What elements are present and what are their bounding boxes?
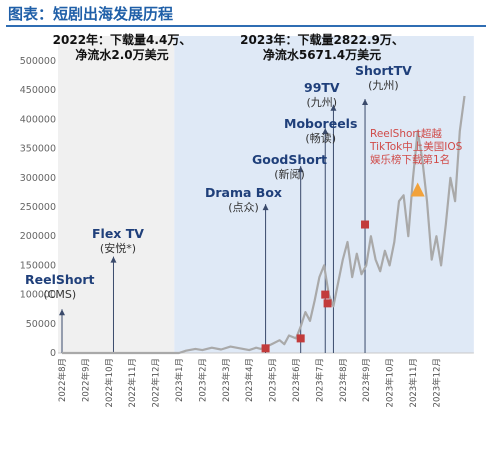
event-marker-square bbox=[261, 344, 270, 353]
y-tick-label: 350000 bbox=[20, 144, 56, 155]
stat-2023-line2: 净流水5671.4万美元 bbox=[262, 48, 382, 62]
y-tick-label: 500000 bbox=[20, 56, 56, 67]
annotation-arrow-head bbox=[297, 166, 304, 173]
title-divider bbox=[6, 25, 486, 27]
stat-2022-line2: 净流水2.0万美元 bbox=[75, 48, 169, 62]
y-tick-label: 450000 bbox=[20, 85, 56, 96]
page-title: 图表：短剧出海发展历程 bbox=[8, 5, 174, 23]
y-tick-label: 150000 bbox=[20, 260, 56, 271]
event-marker-square bbox=[296, 334, 305, 343]
downloads-series-line bbox=[62, 95, 466, 355]
annotation-dramabox-name: Drama Box bbox=[205, 185, 282, 200]
annotation-99tv-sub: (九州) bbox=[306, 96, 338, 109]
annotation-goodshort-name: GoodShort bbox=[252, 152, 328, 167]
x-tick-label: 2022年9月 bbox=[80, 358, 91, 402]
x-tick-label: 2022年8月 bbox=[57, 358, 68, 402]
shade-2022 bbox=[58, 36, 175, 353]
y-tick-label: 250000 bbox=[20, 202, 56, 213]
annotation-reelshort-name: ReelShort bbox=[25, 272, 95, 287]
stat-2023-line1: 2023年：下载量2822.9万、 bbox=[240, 33, 404, 47]
x-tick-label: 2023年9月 bbox=[361, 358, 372, 402]
download-line-chart: 0 50000 100000 150000 200000 250000 300000 3500… bbox=[20, 36, 474, 407]
annotation-moboreels: Moboreels (畅读) bbox=[284, 116, 357, 146]
event-marker-square bbox=[323, 299, 332, 308]
annotation-dramabox: Drama Box (点众) bbox=[205, 185, 282, 215]
x-tick-label: 2023年7月 bbox=[314, 358, 325, 402]
annotation-shorttv: ShortTV (九州) bbox=[355, 63, 412, 93]
annotation-shorttv-sub: (九州) bbox=[368, 79, 399, 92]
x-tick-label: 2023年5月 bbox=[268, 358, 279, 402]
x-tick-label: 2023年11月 bbox=[408, 358, 419, 407]
x-tick-label: 2023年4月 bbox=[244, 358, 255, 402]
x-tick-label: 2023年12月 bbox=[431, 358, 442, 407]
event-marker-triangle bbox=[410, 182, 425, 197]
x-tick-label: 2023年6月 bbox=[291, 358, 302, 402]
annotation-moboreels-sub: (畅读) bbox=[305, 132, 336, 145]
annotation-reelshort: ReelShort (CMS) bbox=[25, 272, 95, 302]
x-tick-label: 2023年3月 bbox=[221, 358, 232, 402]
annotation-reelshort-rank-line2: TikTok中上美国IOS bbox=[370, 141, 463, 153]
stat-2023: 2023年：下载量2822.9万、 净流水5671.4万美元 bbox=[222, 33, 422, 63]
annotation-reelshort-rank-line1: ReelShort超越 bbox=[370, 128, 442, 140]
annotation-arrow-head bbox=[330, 104, 337, 111]
annotation-goodshort-sub: (新阅) bbox=[274, 168, 305, 181]
y-tick-label: 400000 bbox=[20, 114, 56, 125]
annotation-reelshort-rank: ReelShort超越 TikTok中上美国IOS 娱乐榜下载第1名 bbox=[370, 128, 462, 167]
x-tick-label: 2023年8月 bbox=[338, 358, 349, 402]
annotation-flextv-sub: (安悦*) bbox=[99, 242, 136, 255]
annotation-shorttv-name: ShortTV bbox=[355, 63, 412, 78]
x-tick-label: 2022年11月 bbox=[127, 358, 138, 407]
event-marker-square bbox=[361, 220, 370, 229]
x-tick-label: 2022年10月 bbox=[104, 358, 115, 407]
y-tick-label: 300000 bbox=[20, 173, 56, 184]
annotation-flextv-name: Flex TV bbox=[92, 226, 144, 241]
y-tick-label: 0 bbox=[50, 348, 56, 359]
annotation-arrow-head bbox=[322, 128, 329, 135]
x-tick-label: 2023年2月 bbox=[197, 358, 208, 402]
event-marker-square bbox=[321, 290, 330, 299]
annotation-99tv-name: 99TV bbox=[304, 80, 340, 95]
annotation-arrow-head bbox=[59, 309, 65, 316]
y-tick-label: 200000 bbox=[20, 231, 56, 242]
annotation-arrow-head bbox=[262, 204, 269, 211]
annotation-arrow-head bbox=[362, 98, 369, 105]
annotation-dramabox-sub: (点众) bbox=[228, 201, 259, 214]
stat-2022: 2022年：下载量4.4万、 净流水2.0万美元 bbox=[52, 33, 192, 63]
y-tick-label: 50000 bbox=[26, 319, 56, 330]
annotation-moboreels-name: Moboreels bbox=[284, 116, 358, 131]
annotation-flextv: Flex TV (安悦*) bbox=[92, 226, 144, 256]
annotation-reelshort-rank-line3: 娱乐榜下载第1名 bbox=[370, 154, 451, 166]
stat-2022-line1: 2022年：下载量4.4万、 bbox=[52, 33, 192, 47]
annotation-99tv: 99TV (九州) bbox=[304, 80, 340, 110]
annotation-goodshort: GoodShort (新阅) bbox=[252, 152, 327, 182]
x-tick-label: 2023年1月 bbox=[174, 358, 185, 402]
y-tick-label: 100000 bbox=[20, 290, 56, 301]
x-tick-label: 2022年12月 bbox=[151, 358, 162, 407]
annotation-reelshort-sub: (CMS) bbox=[43, 288, 77, 301]
annotation-arrow-head bbox=[110, 256, 117, 263]
x-tick-label: 2023年10月 bbox=[385, 358, 396, 407]
